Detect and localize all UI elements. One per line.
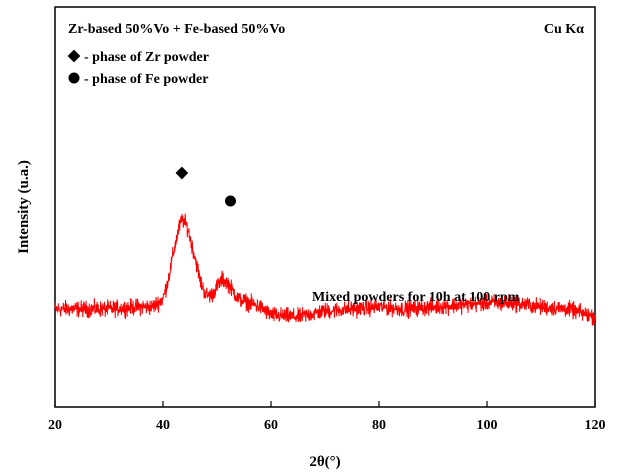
plot-area-border xyxy=(54,6,596,408)
x-tick-label-100: 100 xyxy=(477,418,498,433)
peak-marker-zr-diamond xyxy=(175,166,189,180)
series-line-mixed-powders xyxy=(54,213,596,326)
x-axis-label: 2θ(°) xyxy=(309,454,340,470)
legend-diamond-marker xyxy=(67,49,81,63)
annotation-layer xyxy=(175,166,236,207)
x-tick-label-80: 80 xyxy=(372,418,386,433)
series-label: Mixed powders for 10h at 100 rpm xyxy=(312,290,520,305)
x-tick-label-20: 20 xyxy=(48,418,62,433)
x-tick-label-120: 120 xyxy=(585,418,606,433)
chart-title: Zr-based 50%Vo + Fe-based 50%Vo xyxy=(68,22,285,37)
legend: - phase of Zr powder - phase of Fe powde… xyxy=(67,49,209,87)
legend-label-fe: - phase of Fe powder xyxy=(84,72,208,87)
x-tick-label-60: 60 xyxy=(264,418,278,433)
x-ticks: 20 40 60 80 100 120 xyxy=(48,401,606,433)
y-axis-label: Intensity (u.a.) xyxy=(16,160,32,254)
radiation-label: Cu Kα xyxy=(544,22,584,37)
legend-circle-marker xyxy=(68,72,80,84)
legend-label-zr: - phase of Zr powder xyxy=(84,50,209,65)
peak-marker-fe-circle xyxy=(225,195,236,207)
x-tick-label-40: 40 xyxy=(156,418,170,433)
series-layer xyxy=(54,213,596,326)
